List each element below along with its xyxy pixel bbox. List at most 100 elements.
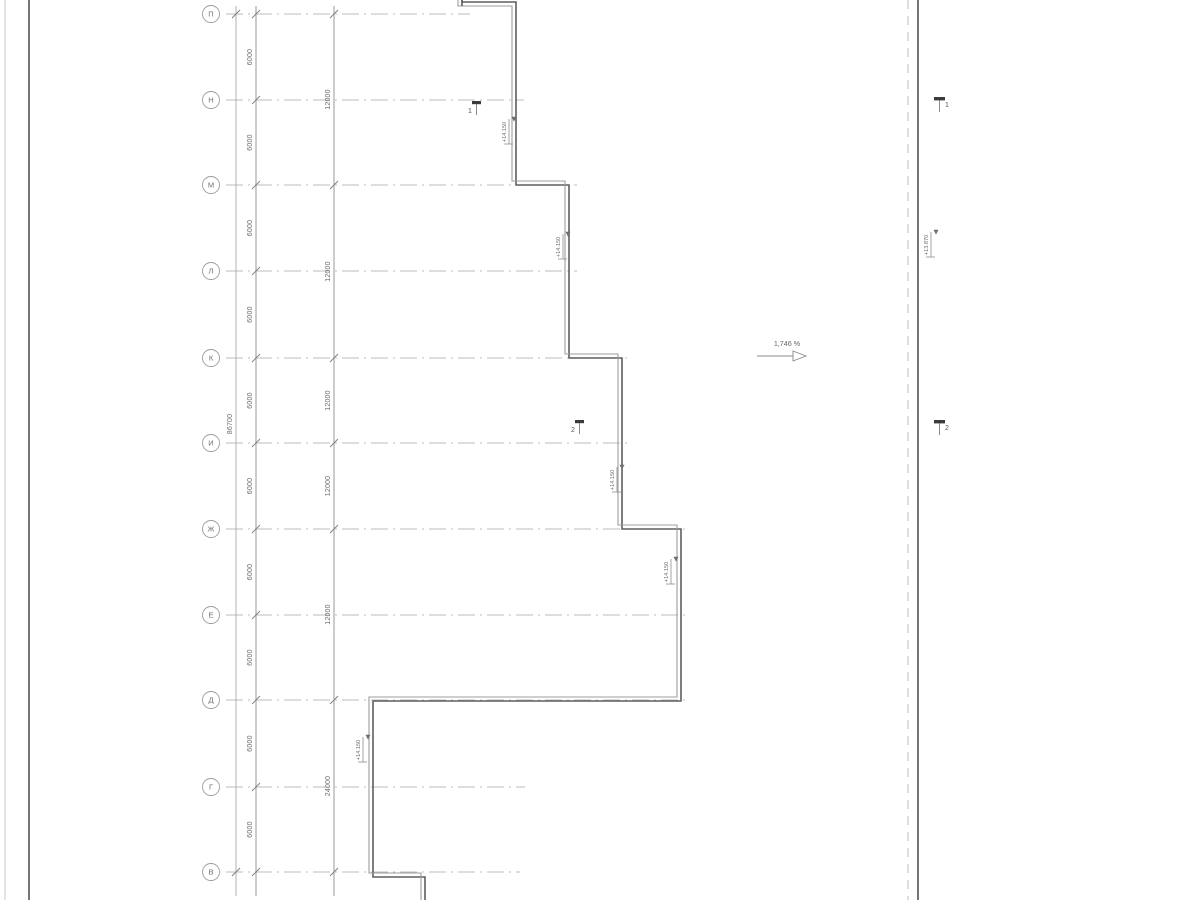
axis-bubble-circle [202,520,220,538]
dim-label-group: 12000 [325,89,332,109]
elevation-value-text: +14.150 [556,237,562,257]
dim-label-group: 12000 [325,390,332,410]
section-marker[interactable]: 2 [934,420,949,435]
axis-bubble-circle [202,691,220,709]
elevation-arrow-icon [565,231,571,237]
node-marker[interactable]: 1 [468,101,481,115]
dim-tick-overall [231,9,241,19]
elevation-value-text: +14.150 [610,470,616,490]
node-marker-label: 1 [468,108,472,115]
axis-bubble-label: Ж [208,525,215,534]
dim-tick-group [329,353,339,363]
elevation-marker: +14.150 [664,556,679,585]
dim-tick-group [329,438,339,448]
section-marker[interactable]: 1 [934,97,949,112]
dim-tick-bay [251,180,261,190]
axis-bubble-circle [202,778,220,796]
dim-tick-bay [251,524,261,534]
node-marker-label: 2 [571,427,575,434]
elevation-marker: +14.150 [356,734,371,763]
section-marker-flag-icon [934,420,945,424]
elevation-arrow-icon [933,229,939,235]
axis-bubble-label: В [208,868,213,877]
dim-tick-bay [251,438,261,448]
axis-bubble-В[interactable]: В [202,863,220,881]
axis-bubble-Ж[interactable]: Ж [202,520,220,538]
dimension-labels-group: 6000 6000 6000 6000 6000 6000 6000 6000 6000 6000… [227,49,332,838]
dim-tick-bay [251,610,261,620]
dim-tick-group [329,695,339,705]
dim-tick-bay [251,266,261,276]
section-marker-label: 1 [945,102,949,109]
dim-label-bay: 6000 [247,392,254,408]
slope-annotation: 1,746 % [757,339,808,362]
elevation-arrow-icon [619,464,625,470]
axis-bubble-М[interactable]: М [202,176,220,194]
elevation-value-text: +14.150 [664,562,670,582]
axis-bubble-label: Н [208,96,213,105]
elevation-value-text: +13.870 [924,235,930,255]
elevation-arrow-icon [365,734,371,740]
elevation-marker: +14.150 [502,116,517,145]
dim-label-group: 12000 [325,476,332,496]
axis-bubble-Н[interactable]: Н [202,91,220,109]
section-markers-group: 12 [934,97,949,435]
elevation-marker: +14.150 [610,464,625,493]
sheet-frame [4,0,919,900]
axis-bubble-circle [202,91,220,109]
roof-outline-group [368,0,682,900]
slope-value-text: 1,746 % [774,339,801,348]
axis-bubble-label: Д [208,696,213,705]
elevation-marker: +13.870 [924,229,939,258]
dim-label-overall: 86700 [227,414,234,434]
axis-bubble-circle [202,262,220,280]
axis-bubble-Л[interactable]: Л [202,262,220,280]
roof-outline-outer [372,0,682,900]
dim-label-bay: 6000 [247,735,254,751]
axis-bubble-label: Е [208,611,213,620]
axis-bubble-label: И [208,439,213,448]
axis-bubble-circle [202,863,220,881]
axis-bubble-circle [202,176,220,194]
dim-tick-bay [251,9,261,19]
elevation-value-text: +14.150 [356,740,362,760]
axis-bubble-circle [202,349,220,367]
grid-axis-lines [226,13,690,873]
dim-tick-bay [251,95,261,105]
node-marker-flag-icon [472,101,481,105]
dim-label-bay: 6000 [247,134,254,150]
elevation-arrow-icon [511,116,517,122]
dimension-rules [235,6,335,896]
node-marker-flag-icon [575,420,584,424]
dim-label-bay: 6000 [247,49,254,65]
roof-outline-inner [368,0,678,900]
dimension-ticks [231,9,339,877]
axis-bubble-label: Г [209,783,213,792]
dim-tick-group [329,867,339,877]
axis-bubble-label: К [209,354,214,363]
slope-arrow-head-icon [792,350,808,362]
axis-bubble-И[interactable]: И [202,434,220,452]
node-marker[interactable]: 2 [571,420,584,434]
node-markers-group: 12 [468,101,584,434]
axis-bubbles-group: В Г Д Е Ж И К Л М Н П [202,5,220,881]
axis-bubble-label: Л [209,267,214,276]
dim-label-bay: 6000 [247,220,254,236]
section-marker-label: 2 [945,425,949,432]
axis-bubble-К[interactable]: К [202,349,220,367]
axis-bubble-Д[interactable]: Д [202,691,220,709]
dim-tick-bay [251,867,261,877]
axis-bubble-П[interactable]: П [202,5,220,23]
axis-bubble-label: П [208,10,213,19]
dim-tick-bay [251,353,261,363]
dim-tick-bay [251,695,261,705]
axis-bubble-label: М [208,181,214,190]
axis-bubble-Е[interactable]: Е [202,606,220,624]
axis-bubble-Г[interactable]: Г [202,778,220,796]
elevation-arrow-icon [673,556,679,562]
axis-bubble-circle [202,606,220,624]
dim-label-bay: 6000 [247,478,254,494]
dim-tick-group [329,9,339,19]
